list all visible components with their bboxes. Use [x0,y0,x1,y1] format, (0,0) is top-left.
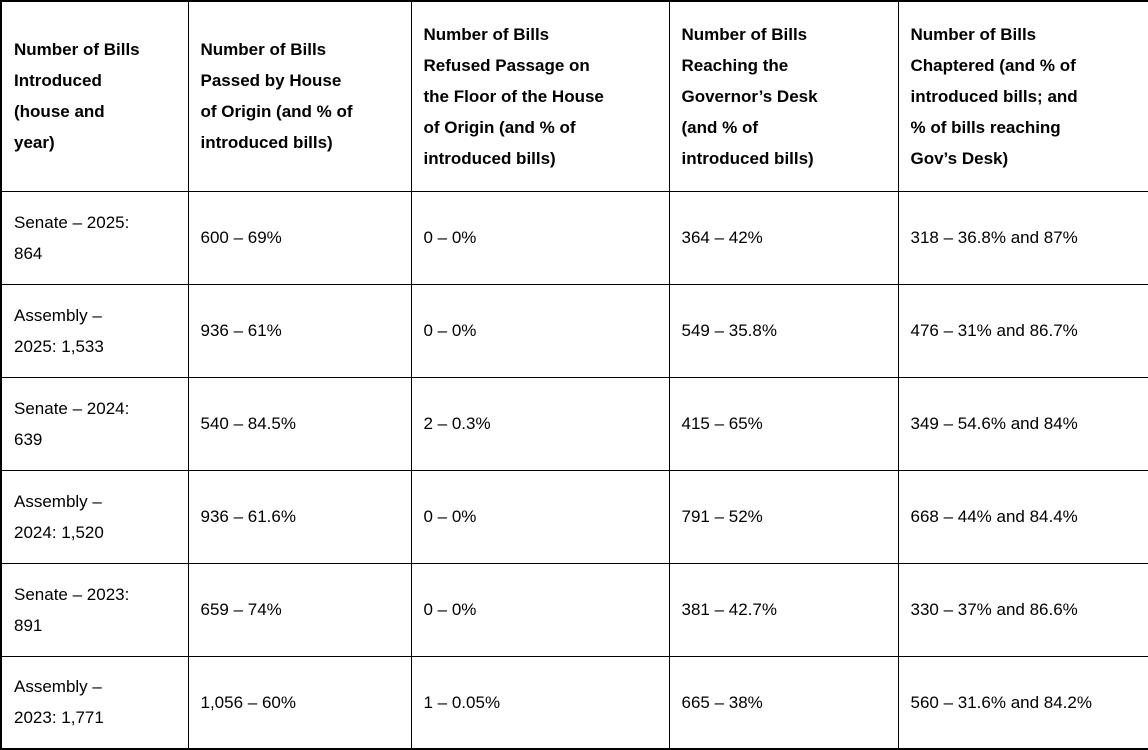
table-cell-refused: 0 – 0% [410,283,670,378]
header-cell-chaptered: Number of Bills Chaptered (and % of intr… [897,0,1148,192]
table-row: Assembly – 2023: 1,771 1,056 – 60% 1 – 0… [0,655,1148,750]
table-cell-refused: 1 – 0.05% [410,655,670,750]
table-cell-governors-desk: 791 – 52% [668,469,899,564]
table-cell-refused: 0 – 0% [410,469,670,564]
table-cell-refused: 2 – 0.3% [410,376,670,471]
table-cell-passed: 1,056 – 60% [187,655,412,750]
table-cell-house-year: Assembly – 2024: 1,520 [0,469,189,564]
header-cell-reaching-governors-desk: Number of Bills Reaching the Governor’s … [668,0,899,192]
table-cell-passed: 600 – 69% [187,190,412,285]
table-cell-governors-desk: 549 – 35.8% [668,283,899,378]
table-cell-chaptered: 476 – 31% and 86.7% [897,283,1148,378]
table-cell-governors-desk: 381 – 42.7% [668,562,899,657]
table-cell-chaptered: 560 – 31.6% and 84.2% [897,655,1148,750]
table-cell-governors-desk: 415 – 65% [668,376,899,471]
table-cell-passed: 936 – 61.6% [187,469,412,564]
table-cell-house-year: Assembly – 2023: 1,771 [0,655,189,750]
table-cell-governors-desk: 665 – 38% [668,655,899,750]
table-row: Assembly – 2024: 1,520 936 – 61.6% 0 – 0… [0,469,1148,564]
table-row: Senate – 2025: 864 600 – 69% 0 – 0% 364 … [0,190,1148,285]
table-cell-house-year: Senate – 2025: 864 [0,190,189,285]
table-row: Senate – 2024: 639 540 – 84.5% 2 – 0.3% … [0,376,1148,471]
table-cell-house-year: Senate – 2024: 639 [0,376,189,471]
table-cell-chaptered: 668 – 44% and 84.4% [897,469,1148,564]
header-cell-introduced: Number of Bills Introduced (house and ye… [0,0,189,192]
table-cell-passed: 936 – 61% [187,283,412,378]
table-row: Assembly – 2025: 1,533 936 – 61% 0 – 0% … [0,283,1148,378]
table-cell-house-year: Assembly – 2025: 1,533 [0,283,189,378]
table-cell-passed: 540 – 84.5% [187,376,412,471]
header-cell-refused-passage: Number of Bills Refused Passage on the F… [410,0,670,192]
table-cell-chaptered: 349 – 54.6% and 84% [897,376,1148,471]
table-cell-chaptered: 318 – 36.8% and 87% [897,190,1148,285]
table-cell-house-year: Senate – 2023: 891 [0,562,189,657]
table-cell-refused: 0 – 0% [410,190,670,285]
table-cell-governors-desk: 364 – 42% [668,190,899,285]
header-cell-passed-house-of-origin: Number of Bills Passed by House of Origi… [187,0,412,192]
table-cell-chaptered: 330 – 37% and 86.6% [897,562,1148,657]
header-row: Number of Bills Introduced (house and ye… [0,0,1148,192]
table-row: Senate – 2023: 891 659 – 74% 0 – 0% 381 … [0,562,1148,657]
table-cell-refused: 0 – 0% [410,562,670,657]
table-cell-passed: 659 – 74% [187,562,412,657]
